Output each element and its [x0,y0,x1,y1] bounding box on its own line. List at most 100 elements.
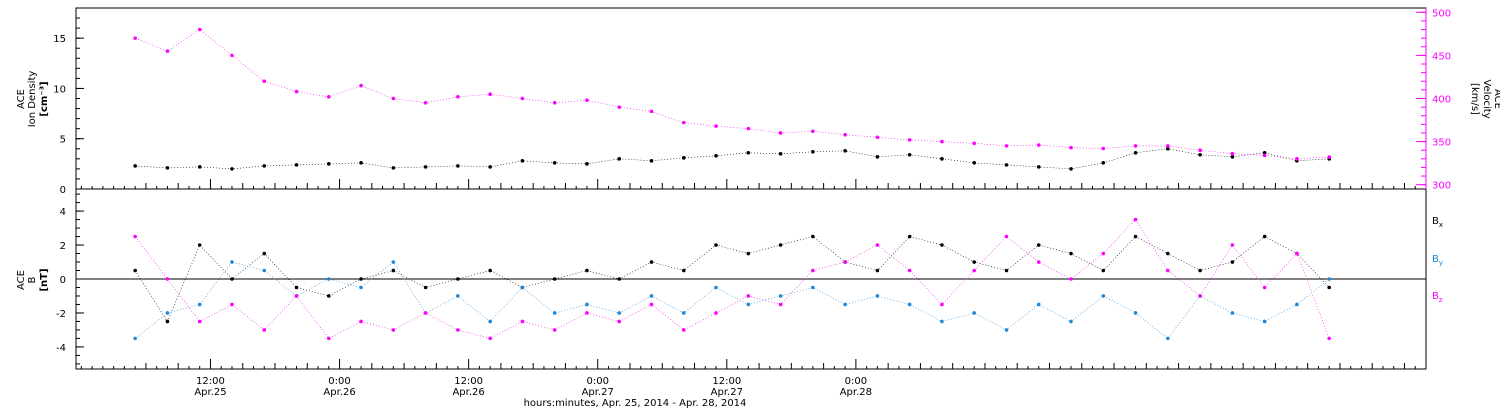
lower-by-point [1295,302,1299,307]
upper-y2label-unit: [km/s] [1469,83,1480,115]
x-tick-label-date: Apr.28 [840,387,872,398]
lower-bx-point [1133,234,1138,239]
upper-ytick-label: 10 [53,84,66,95]
x-tick-label-time: 12:00 [454,376,483,387]
lower-bz-point [585,311,589,315]
upper-ylabel-unit: [cm⁻³] [39,81,50,116]
lower-bz-point [488,336,492,341]
upper-density-point [681,156,686,160]
upper-density-point [617,157,622,161]
lower-by-point [230,260,234,264]
upper-density-point [875,155,880,159]
legend-by-sub: y [1439,259,1443,267]
lower-bz-point [552,328,557,332]
x-tick-label-date: Apr.26 [323,387,355,398]
lower-by-point [1327,277,1331,281]
lower-by-trace [135,261,1330,339]
legend-bx-sub: x [1439,221,1443,229]
upper-velocity-point [488,92,492,96]
upper-ylabel-line2: Ion Density [27,71,38,128]
lower-by-point [1101,294,1106,298]
lower-by-point [488,319,492,324]
upper-density-point [294,163,299,167]
upper-density-point [197,165,202,169]
lower-by-point [907,302,912,307]
upper-velocity-point [133,36,137,40]
upper-velocity-point [811,129,815,134]
upper-density-point [843,148,847,153]
lower-by-point [1036,302,1041,307]
upper-y2label-line2: Velocity [1481,79,1492,118]
x-tick-label-date: Apr.25 [194,387,226,398]
lower-bz-point [1230,243,1235,247]
lower-by-point [1230,311,1235,315]
lower-ylabel-line2: B [27,276,38,283]
upper-density-point [972,161,977,165]
upper-velocity-trace [135,29,1330,160]
upper-density-point [520,159,525,163]
lower-panel-plot [76,217,1426,341]
lower-ytick-label: -2 [56,309,66,320]
lower-bx-point [681,268,686,273]
lower-by-point [197,302,202,307]
upper-velocity-point [294,89,299,94]
lower-bx-point [1327,285,1331,290]
legend-by: By [1432,254,1443,267]
lower-by-point [1262,319,1267,324]
upper-velocity-point [1166,144,1170,148]
lower-bx-point [197,243,202,247]
upper-y2label-line1: ACE [1492,89,1500,109]
lower-ytick-label: 2 [60,241,66,252]
lower-ylabel-unit: [nT] [39,268,50,291]
lower-bx-point [585,268,589,273]
upper-velocity-point [552,101,557,105]
upper-ylabel-line1: ACE [16,89,27,109]
lower-by-point [617,311,622,315]
upper-density-point [359,161,363,165]
upper-velocity-point [843,132,847,137]
lower-by-point [391,260,396,264]
lower-bz-point [811,268,815,273]
legend-bz-sub: z [1439,296,1443,304]
upper-density-trace [135,148,1330,170]
upper-y2tick-label: 500 [1432,8,1451,19]
upper-density-point [488,165,492,169]
lower-bx-point [552,277,557,281]
upper-velocity-point [165,49,170,53]
upper-velocity-point [1004,144,1009,148]
upper-velocity-point [1295,157,1299,161]
upper-density-point [1004,163,1009,167]
upper-density-point [649,159,654,163]
x-axis-title: hours:minutes, Apr. 25, 2014 - Apr. 28, … [524,398,747,409]
upper-density-point [1230,155,1235,159]
upper-density-point [456,164,460,168]
upper-velocity-point [1133,144,1138,148]
upper-velocity-point [359,83,363,88]
x-tick-label-time: 0:00 [586,376,608,387]
lower-bz-point [1036,260,1041,264]
upper-velocity-point [585,98,589,103]
lower-bz-point [1327,336,1331,341]
lower-bz-point [197,319,202,324]
lower-bz-point [681,328,686,332]
upper-density-point [326,162,331,166]
lower-by-point [326,277,331,281]
legend-bz-label: B [1432,291,1439,302]
lower-bz-point [262,328,267,332]
upper-density-point [811,149,815,154]
upper-density-point [778,152,783,156]
lower-bx-point [811,234,815,239]
upper-density-point [940,157,944,161]
x-tick-label-time: 0:00 [845,376,867,387]
lower-by-point [811,285,815,290]
legend-bz: Bz [1432,291,1443,304]
lower-by-point [940,319,944,324]
upper-panel-frame [75,7,1427,190]
upper-y2tick-label: 400 [1432,95,1451,106]
lower-bz-point [714,311,718,315]
lower-bx-point [230,277,234,281]
upper-velocity-point [1327,155,1331,159]
lower-bz-point [520,319,525,324]
lower-ytick-label: -4 [56,343,66,354]
x-tick-label-time: 0:00 [328,376,350,387]
